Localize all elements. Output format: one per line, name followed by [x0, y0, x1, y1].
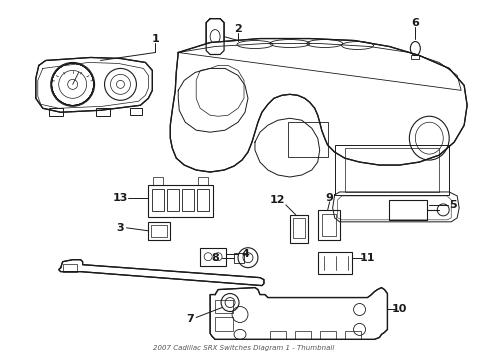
Text: 4: 4 — [241, 249, 248, 259]
Text: 5: 5 — [448, 200, 456, 210]
Polygon shape — [36, 58, 152, 112]
Bar — [197, 189, 209, 211]
Bar — [234, 253, 244, 263]
Polygon shape — [210, 288, 386, 339]
Polygon shape — [206, 19, 224, 54]
Bar — [151, 225, 167, 237]
Bar — [148, 185, 213, 217]
Bar — [344, 148, 438, 192]
Text: 1: 1 — [151, 33, 159, 44]
Text: 10: 10 — [391, 305, 406, 315]
Bar — [148, 222, 170, 240]
Bar — [200, 248, 225, 266]
Polygon shape — [59, 260, 264, 285]
Bar — [319, 332, 335, 339]
Bar — [152, 189, 164, 211]
Bar — [215, 318, 233, 332]
Bar — [292, 218, 304, 238]
Bar — [321, 214, 335, 236]
Bar — [294, 332, 310, 339]
Bar — [388, 200, 427, 220]
Bar — [153, 177, 163, 185]
Bar — [334, 145, 448, 195]
Bar — [344, 332, 360, 339]
Bar — [410, 55, 419, 59]
Bar — [62, 264, 77, 272]
Bar — [95, 108, 109, 116]
Bar — [317, 252, 351, 274]
Bar — [317, 210, 339, 240]
Text: 8: 8 — [211, 253, 219, 263]
Text: 7: 7 — [186, 314, 194, 324]
Bar — [182, 189, 194, 211]
Text: 2: 2 — [234, 24, 242, 33]
Bar — [215, 300, 233, 314]
Bar — [130, 108, 142, 115]
Text: 2007 Cadillac SRX Switches Diagram 1 - Thumbnail: 2007 Cadillac SRX Switches Diagram 1 - T… — [153, 345, 334, 351]
Bar — [269, 332, 285, 339]
Text: 9: 9 — [325, 193, 333, 203]
Text: 12: 12 — [269, 195, 285, 205]
Polygon shape — [170, 39, 466, 172]
Text: 6: 6 — [410, 18, 418, 28]
Bar — [198, 177, 208, 185]
Text: 3: 3 — [117, 223, 124, 233]
Bar — [49, 108, 62, 116]
Text: 13: 13 — [113, 193, 128, 203]
Bar — [167, 189, 179, 211]
Bar — [287, 122, 327, 157]
Bar — [289, 215, 307, 243]
Text: 11: 11 — [359, 253, 374, 263]
